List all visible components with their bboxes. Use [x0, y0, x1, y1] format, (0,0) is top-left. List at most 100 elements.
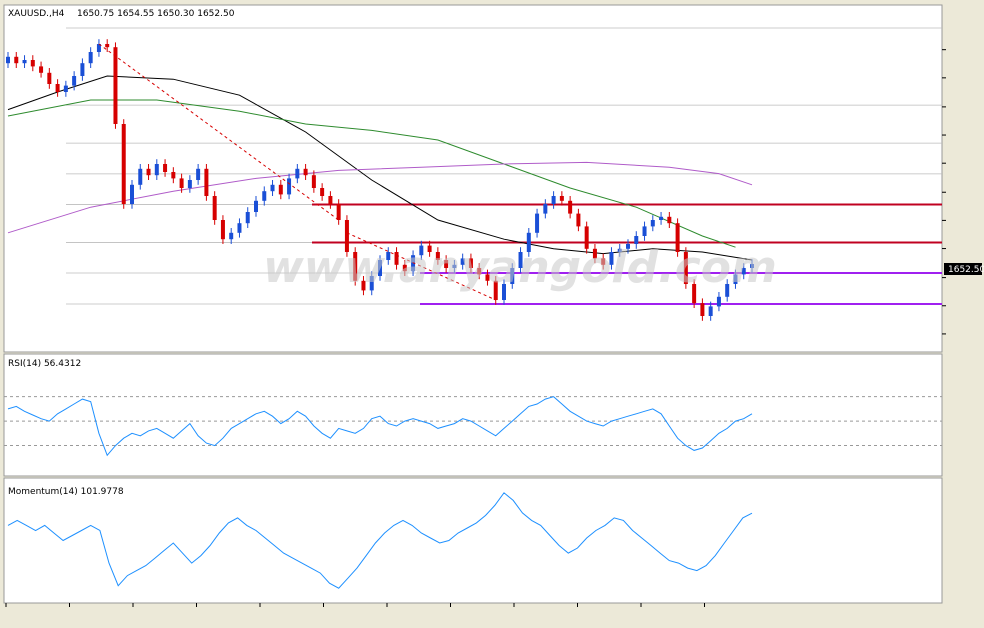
candle-body	[568, 200, 573, 214]
rsi-title: RSI(14) 56.4312	[8, 359, 81, 369]
candle-body	[22, 60, 27, 64]
candle-body	[626, 244, 630, 249]
candle-body	[237, 223, 242, 233]
candle-body	[543, 204, 548, 214]
last-price-badge	[944, 263, 982, 275]
price-panel[interactable]	[3, 4, 943, 353]
candle-body	[163, 164, 168, 172]
candle-body	[245, 212, 250, 224]
candle-body	[700, 303, 705, 316]
candle-body	[88, 52, 93, 64]
candle-body	[105, 44, 110, 48]
candle-body	[336, 204, 341, 220]
candle-body	[386, 252, 391, 260]
candle-body	[39, 66, 44, 73]
candle-body	[402, 264, 407, 272]
candle-body	[212, 196, 217, 220]
candle-body	[675, 223, 680, 252]
candle-body	[584, 226, 589, 249]
candle-body	[278, 184, 283, 195]
time-axis	[5, 603, 705, 607]
candle-body	[6, 56, 10, 64]
candle-body	[328, 196, 333, 204]
candle-body	[311, 175, 316, 188]
candles	[6, 39, 754, 321]
candle-body	[55, 84, 60, 92]
candle-body	[741, 268, 746, 275]
watermark: www.anyangold.com	[263, 242, 777, 293]
candle-body	[138, 168, 143, 185]
candle-body	[303, 168, 308, 176]
candle-body	[642, 226, 647, 236]
momentum-indicator	[7, 492, 753, 589]
moving-averages	[7, 75, 753, 261]
header-ohlc: 1650.75 1654.55 1650.30 1652.50	[77, 9, 235, 19]
candle-body	[592, 248, 597, 259]
candle-body	[427, 245, 432, 252]
candle-body	[80, 63, 85, 76]
candle-body	[617, 248, 622, 252]
candle-body	[30, 60, 35, 67]
candle-body	[667, 216, 672, 224]
candle-body	[154, 164, 159, 176]
candle-body	[419, 245, 424, 256]
candle-body	[130, 184, 134, 204]
candle-body	[179, 178, 184, 188]
momentum-title: Momentum(14) 101.9778	[8, 487, 124, 497]
moving-average-line	[7, 75, 753, 261]
candle-body	[510, 268, 515, 284]
candle-body	[634, 236, 639, 244]
candle-body	[47, 72, 52, 84]
candle-body	[485, 274, 490, 281]
candle-body	[187, 180, 192, 188]
candle-body	[650, 220, 655, 227]
last-price-label: 1652.50	[948, 265, 984, 275]
candle-body	[204, 168, 209, 196]
candle-body	[502, 284, 506, 300]
candle-body	[270, 184, 275, 192]
candle-body	[526, 232, 531, 252]
candle-body	[609, 252, 614, 265]
moving-average-line	[7, 99, 736, 248]
trend-line	[98, 43, 339, 221]
candle-body	[692, 284, 697, 304]
candle-body	[444, 260, 449, 268]
candle-body	[493, 280, 498, 300]
candle-body	[220, 220, 225, 240]
candle-body	[229, 232, 234, 240]
indicator-line	[7, 492, 753, 589]
candle-body	[460, 258, 465, 265]
candle-body	[378, 260, 382, 276]
momentum-panel[interactable]	[3, 477, 943, 604]
candle-body	[14, 56, 19, 64]
price-axis	[942, 49, 946, 335]
candle-body	[659, 216, 664, 220]
candle-body	[287, 178, 292, 195]
candle-body	[196, 168, 201, 180]
moving-average-line	[7, 161, 753, 234]
candle-body	[435, 252, 440, 260]
candle-body	[535, 213, 540, 233]
candle-body	[121, 124, 126, 204]
candle-body	[750, 264, 754, 268]
candle-body	[171, 172, 176, 179]
candle-body	[96, 44, 101, 52]
candle-body	[468, 258, 473, 268]
candle-body	[601, 258, 606, 265]
rsi-panel[interactable]	[3, 353, 943, 477]
indicator-line	[7, 396, 753, 457]
trend-lines	[98, 43, 496, 301]
candle-body	[72, 76, 77, 86]
candle-body	[146, 168, 151, 176]
rsi-indicator	[4, 396, 942, 457]
candle-body	[344, 220, 349, 252]
candle-body	[551, 196, 556, 204]
candle-body	[63, 85, 68, 92]
candle-body	[725, 284, 730, 297]
candle-body	[477, 268, 482, 275]
candle-body	[262, 191, 267, 201]
candle-body	[559, 196, 564, 201]
candle-body	[452, 264, 457, 268]
